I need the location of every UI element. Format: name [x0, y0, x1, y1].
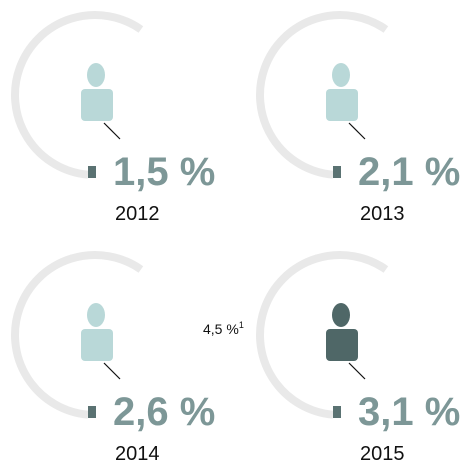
person-head: [332, 303, 350, 327]
pointer-line: [103, 362, 121, 380]
marker: [88, 166, 96, 178]
person-head: [332, 63, 350, 87]
person-body: [81, 329, 113, 361]
annotation-text: 4,5 %: [203, 321, 239, 337]
percent-value: 2,1 %: [358, 150, 460, 194]
year-label: 2013: [360, 203, 405, 225]
ring-arc: [256, 11, 389, 179]
year-label: 2015: [360, 443, 405, 463]
percent-value: 3,1 %: [358, 390, 460, 434]
person-head: [87, 63, 105, 87]
marker: [333, 166, 341, 178]
year-label: 2012: [115, 203, 160, 225]
panel: 3,1 % 2015: [256, 251, 460, 463]
pointer-line: [348, 362, 366, 380]
person-body: [81, 89, 113, 121]
year-label: 2014: [115, 443, 160, 463]
pointer-line: [348, 122, 366, 140]
annotation-sup: 1: [239, 320, 244, 330]
percent-value: 2,6 %: [113, 390, 215, 434]
panel: 2,6 % 2014: [11, 251, 215, 463]
ring-arc: [11, 11, 144, 179]
percent-value: 1,5 %: [113, 150, 215, 194]
marker: [333, 406, 341, 418]
person-head: [87, 303, 105, 327]
panel: 2,1 % 2013: [256, 11, 460, 225]
marker: [88, 406, 96, 418]
pointer-line: [103, 122, 121, 140]
person-body: [326, 89, 358, 121]
panel: 1,5 % 2012: [11, 11, 215, 225]
ring-arc: [11, 251, 144, 419]
annotation: 4,5 %1: [203, 320, 244, 337]
person-body: [326, 329, 358, 361]
ring-arc: [256, 251, 389, 419]
